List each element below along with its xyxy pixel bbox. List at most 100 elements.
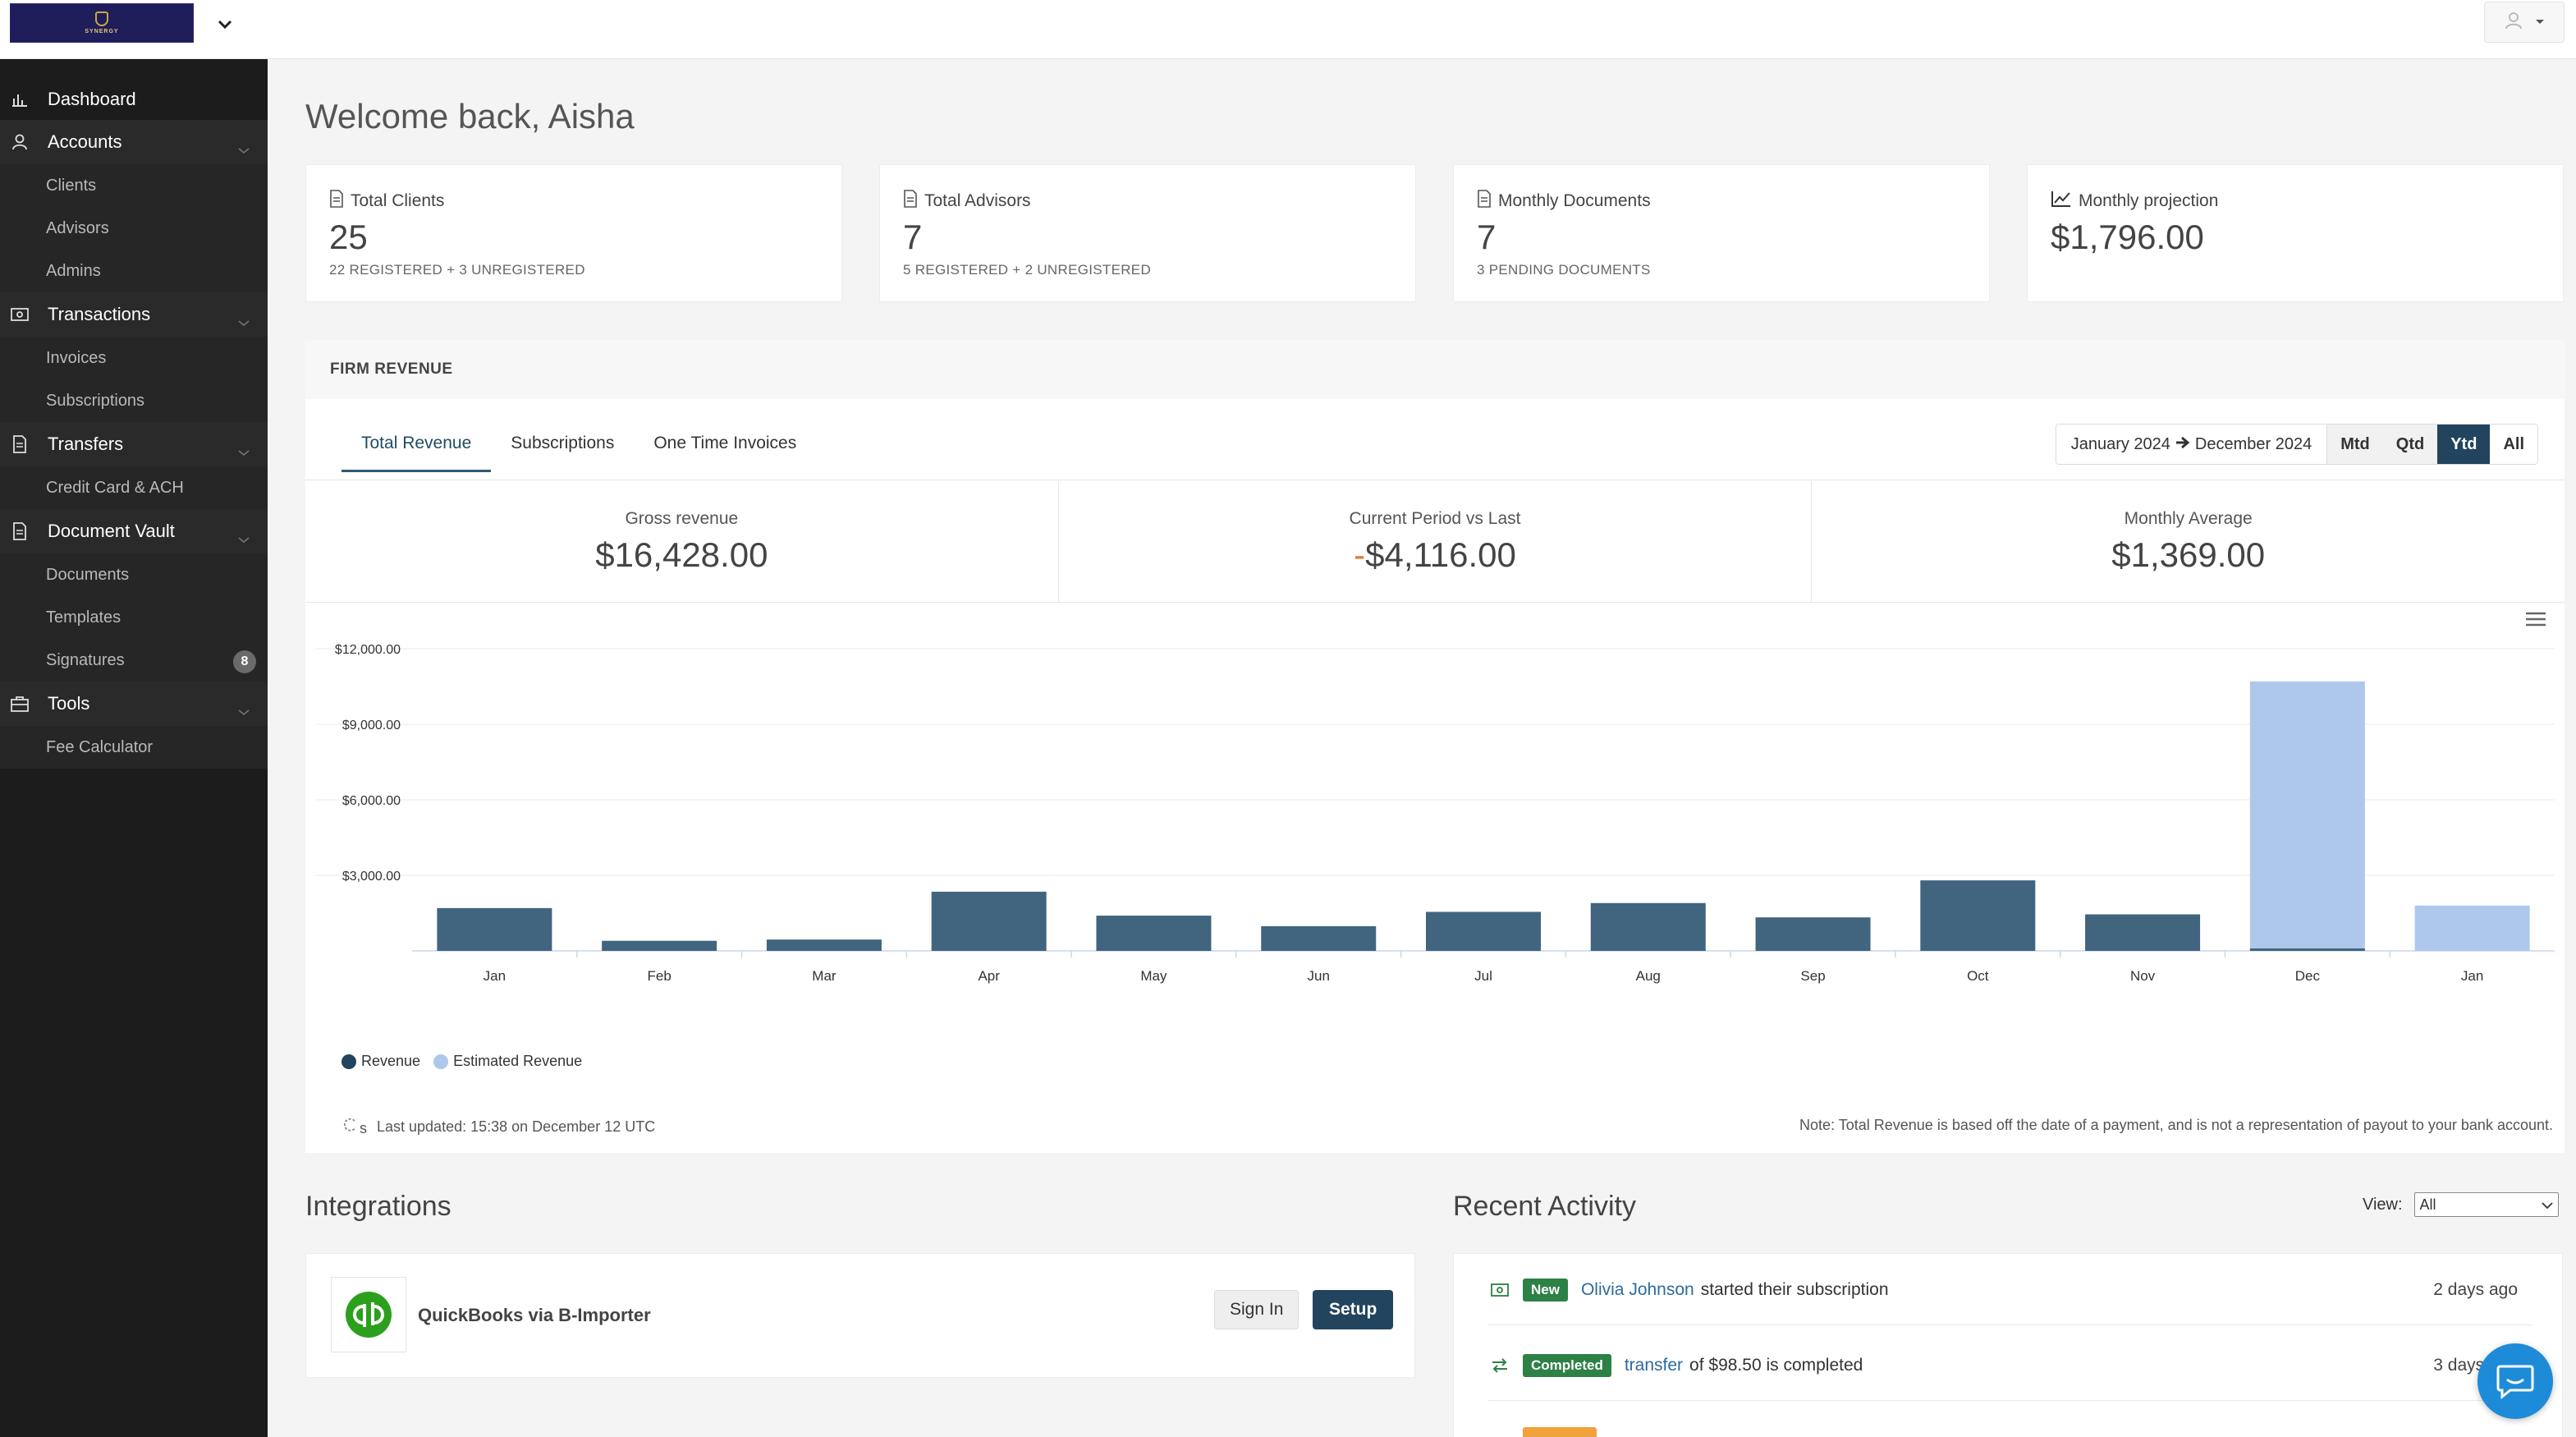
sidebar-section-document-vault[interactable]: Document Vault [0,509,268,553]
date-range-picker[interactable]: January 2024 December 2024 [2056,425,2328,464]
negative-sign: - [1354,535,1366,574]
sidebar-section-label: Document Vault [48,521,175,541]
stat-label: Total Clients [351,191,445,210]
hamburger-menu-icon[interactable] [2525,611,2546,631]
signatures-count-badge: 8 [233,650,256,673]
document-icon [10,521,30,541]
stat-card-monthly-projection[interactable]: Monthly projection $1,796.00 [2027,164,2564,302]
metric-label: Gross revenue [625,508,739,528]
legend-label: Revenue [361,1053,421,1069]
stat-card-monthly-documents[interactable]: Monthly Documents 7 3 PENDING DOCUMENTS [1453,164,1990,302]
stat-value: 25 [329,218,368,256]
activity-time: 2 days ago [2433,1280,2518,1299]
period-mtd-button[interactable]: Mtd [2327,425,2383,464]
toolbox-icon [10,694,30,714]
period-qtd-button[interactable]: Qtd [2382,425,2438,464]
user-menu-button[interactable] [2484,2,2565,43]
bar-revenue [1261,925,1377,951]
arrow-right-icon [2175,435,2190,454]
sidebar-item-invoices[interactable]: Invoices [46,348,107,367]
sidebar-item-advisors[interactable]: Advisors [46,218,109,237]
sidebar-item-templates[interactable]: Templates [46,608,121,627]
stat-subtext: 22 REGISTERED + 3 UNREGISTERED [329,262,585,278]
chat-support-icon[interactable] [2477,1343,2553,1419]
legend-dot [341,1054,356,1070]
tab-one-time-invoices[interactable]: One Time Invoices [653,434,797,452]
refresh-icon[interactable]: s [341,1117,367,1137]
chevron-down-icon [238,138,250,159]
bar-revenue [766,939,882,951]
bar-revenue [437,907,552,951]
y-tick-label: $9,000.00 [342,718,401,732]
legend-item-revenue[interactable]: Revenue [341,1053,420,1070]
x-tick-label: Dec [2295,968,2321,984]
sidebar-section-tools[interactable]: Tools [0,682,268,726]
sidebar-item-fee-calculator[interactable]: Fee Calculator [46,737,154,756]
sidebar-section-transfers[interactable]: Transfers [0,422,268,466]
sidebar-item-admins[interactable]: Admins [46,261,101,280]
chevron-down-icon[interactable] [215,15,235,34]
sidebar-section-label: Accounts [48,131,122,152]
sidebar-section-accounts[interactable]: Accounts [0,120,268,164]
document-icon [903,190,924,213]
bar-revenue [1590,902,1706,951]
document-icon [1477,190,1498,213]
stat-value: 7 [903,218,923,256]
period-all-button[interactable]: All [2490,425,2537,464]
revenue-metrics: Gross revenue $16,428.00 Current Period … [305,481,2565,603]
x-tick-label: Mar [812,968,837,984]
sign-in-button[interactable]: Sign In [1214,1290,1299,1329]
recent-activity-title: Recent Activity [1453,1191,1636,1222]
range-start: January 2024 [2070,434,2170,453]
activity-row: Completed transfer of $98.50 is complete… [1488,1341,2547,1390]
sidebar-item-clients[interactable]: Clients [46,176,97,195]
x-tick-label: Jul [1474,968,1492,984]
metric-value: $1,369.00 [2111,535,2266,574]
view-select-value: All [2419,1196,2436,1213]
chevron-down-icon [2541,1196,2553,1214]
transfer-arrows-icon [1488,1358,1511,1373]
sidebar: Dashboard Accounts Clients Advisors Admi… [0,59,268,1437]
y-tick-label: $3,000.00 [342,870,401,884]
client-link[interactable]: Olivia Johnson [1580,1280,1694,1299]
revenue-note: Note: Total Revenue is based off the dat… [1799,1117,2553,1133]
bar-revenue [602,940,717,951]
tab-total-revenue[interactable]: Total Revenue [341,427,492,472]
legend-item-estimated-revenue[interactable]: Estimated Revenue [433,1053,582,1070]
sidebar-item-signatures[interactable]: Signatures 8 [0,639,268,682]
period-ytd-button[interactable]: Ytd [2437,425,2491,464]
activity-row: New Olivia Johnson started their subscri… [1488,1265,2547,1315]
stat-card-total-clients[interactable]: Total Clients 25 22 REGISTERED + 3 UNREG… [305,164,842,302]
bar-revenue [931,891,1047,951]
setup-button[interactable]: Setup [1313,1290,1394,1329]
stat-card-total-advisors[interactable]: Total Advisors 7 5 REGISTERED + 2 UNREGI… [879,164,1416,302]
x-tick-label: Feb [648,968,672,984]
sidebar-item-subscriptions[interactable]: Subscriptions [46,391,145,410]
document-icon [10,434,30,454]
logo-text: SYNERGY [85,29,119,34]
x-tick-label: Jan [484,968,506,984]
top-bar: SYNERGY [0,0,2576,59]
metric-label: Current Period vs Last [1349,508,1521,528]
firm-logo[interactable]: SYNERGY [10,3,194,43]
x-tick-label: Nov [2130,968,2156,984]
metric-value: $16,428.00 [595,535,768,574]
chevron-down-icon [238,440,250,461]
transfer-link[interactable]: transfer [1624,1356,1684,1375]
sidebar-section-label: Tools [48,693,90,714]
firm-revenue-panel: FIRM REVENUE Total Revenue Subscriptions… [305,340,2565,1153]
status-badge-new: New [1523,1279,1568,1302]
status-badge [1523,1427,1597,1437]
tab-subscriptions[interactable]: Subscriptions [511,434,615,452]
range-end: December 2024 [2194,434,2312,453]
bar-revenue [1426,911,1541,951]
document-icon [329,190,351,213]
tools-submenu: Fee Calculator [0,726,268,769]
stat-subtext: 5 REGISTERED + 2 UNREGISTERED [903,262,1152,278]
view-select[interactable]: All [2413,1192,2559,1217]
sidebar-section-transactions[interactable]: Transactions [0,292,268,337]
sidebar-item-credit-card-ach[interactable]: Credit Card & ACH [46,478,184,497]
sidebar-item-documents[interactable]: Documents [46,565,130,584]
sidebar-item-dashboard[interactable]: Dashboard [0,79,268,120]
money-icon [10,305,30,324]
